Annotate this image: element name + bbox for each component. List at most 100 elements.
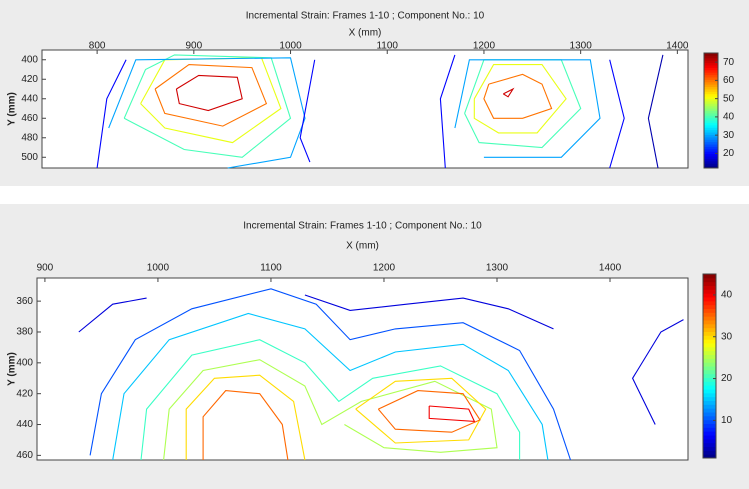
colorbar-cell	[704, 88, 718, 92]
x-tick-label: 1000	[279, 41, 302, 52]
colorbar-cell	[704, 98, 718, 102]
colorbar-cell	[703, 415, 716, 421]
colorbar-cell	[703, 408, 716, 413]
colorbar-cell	[703, 308, 716, 313]
colorbar-cell	[704, 57, 718, 61]
colorbar-cell	[703, 431, 716, 436]
colorbar-cell	[703, 373, 716, 378]
colorbar-cell	[704, 163, 718, 167]
contour-line	[123, 54, 292, 158]
colorbar-cell	[704, 153, 718, 157]
colorbar-cell	[704, 79, 718, 83]
colorbar-cell	[703, 450, 716, 455]
x-tick-label: 1100	[260, 263, 282, 274]
y-tick-label: 380	[16, 327, 33, 338]
y-axis-label: Y (mm)	[7, 352, 18, 386]
chart-title: Incremental Strain: Frames 1-10 ; Compon…	[246, 11, 485, 22]
colorbar-cell	[703, 412, 716, 417]
contour-line	[185, 374, 306, 461]
colorbar-cell	[703, 289, 716, 294]
colorbar-cell	[704, 124, 718, 128]
y-tick-label: 360	[16, 296, 33, 307]
x-tick-label: 800	[89, 41, 106, 52]
colorbar-cell	[703, 327, 716, 332]
colorbar-cell	[703, 400, 716, 405]
plot-area	[36, 277, 689, 461]
colorbar-cell	[703, 293, 716, 298]
contour-line	[163, 359, 498, 461]
colorbar-cell	[704, 62, 718, 66]
colorbar-cell	[704, 115, 718, 119]
colorbar-cell	[704, 74, 718, 78]
contour-line	[89, 288, 572, 461]
colorbar-tick-label: 30	[721, 331, 733, 342]
colorbar-cell	[704, 144, 718, 147]
colorbar-cell	[703, 404, 716, 409]
colorbar-cell	[704, 129, 718, 133]
colorbar-cell	[704, 69, 718, 73]
colorbar-frame	[703, 52, 719, 169]
colorbar-cell	[704, 108, 718, 111]
contour-line	[483, 73, 553, 119]
colorbar-cell	[703, 389, 716, 394]
y-tick-label: 440	[21, 93, 38, 104]
colorbar-cell	[704, 100, 718, 104]
x-tick-label: 900	[185, 41, 202, 52]
contour-line	[473, 64, 567, 134]
contour-line	[454, 59, 601, 158]
colorbar-cell	[703, 446, 716, 451]
colorbar-cell	[704, 110, 718, 114]
colorbar-cell	[703, 304, 716, 309]
y-tick-label: 400	[21, 54, 38, 65]
colorbar-cell	[703, 392, 716, 398]
y-tick-label: 420	[16, 388, 33, 399]
colorbar-cell	[703, 277, 716, 283]
x-tick-label: 1100	[376, 41, 398, 52]
colorbar-cell	[703, 369, 716, 375]
colorbar-cell	[704, 55, 718, 59]
colorbar-cell	[704, 105, 718, 109]
colorbar-cell	[703, 335, 716, 340]
colorbar-cell	[704, 84, 718, 88]
colorbar-cell	[704, 67, 718, 71]
x-tick-label: 1400	[666, 41, 689, 52]
colorbar-cell	[703, 316, 716, 321]
y-tick-label: 420	[21, 74, 38, 85]
x-tick-label: 900	[37, 263, 54, 274]
colorbar-tick-label: 30	[723, 130, 735, 141]
contour-line	[503, 87, 515, 98]
colorbar-cell	[704, 72, 718, 76]
x-tick-label: 1300	[486, 263, 509, 274]
colorbar-cell	[703, 366, 716, 371]
colorbar-cell	[703, 435, 716, 440]
colorbar-cell	[703, 442, 716, 447]
contour-line	[377, 390, 481, 433]
x-axis-label: X (mm)	[346, 241, 379, 252]
colorbar-tick-label: 70	[723, 57, 735, 68]
x-tick-label: 1300	[570, 41, 593, 52]
colorbar-cell	[703, 320, 716, 325]
contour-line	[299, 59, 316, 163]
colorbar-cell	[703, 281, 716, 286]
colorbar-cell	[704, 139, 718, 143]
y-axis-label: Y (mm)	[7, 92, 18, 126]
contour-line	[304, 294, 554, 330]
colorbar-cell	[704, 148, 718, 152]
contour-line	[647, 54, 664, 169]
contour-line	[631, 319, 684, 425]
x-axis-label: X (mm)	[349, 28, 382, 39]
contour-line	[154, 64, 268, 127]
colorbar-tick-label: 20	[721, 373, 733, 384]
colorbar-cell	[703, 339, 716, 344]
colorbar-cell	[703, 331, 716, 336]
colorbar-cell	[704, 81, 718, 85]
colorbar-cell	[704, 112, 718, 116]
y-tick-label: 440	[16, 419, 33, 430]
colorbar-cell	[704, 76, 718, 80]
colorbar-cell	[703, 285, 716, 290]
colorbar-cell	[704, 122, 718, 126]
colorbar-cell	[704, 91, 718, 95]
colorbar-cell	[703, 377, 716, 382]
colorbar-cell	[704, 120, 718, 123]
